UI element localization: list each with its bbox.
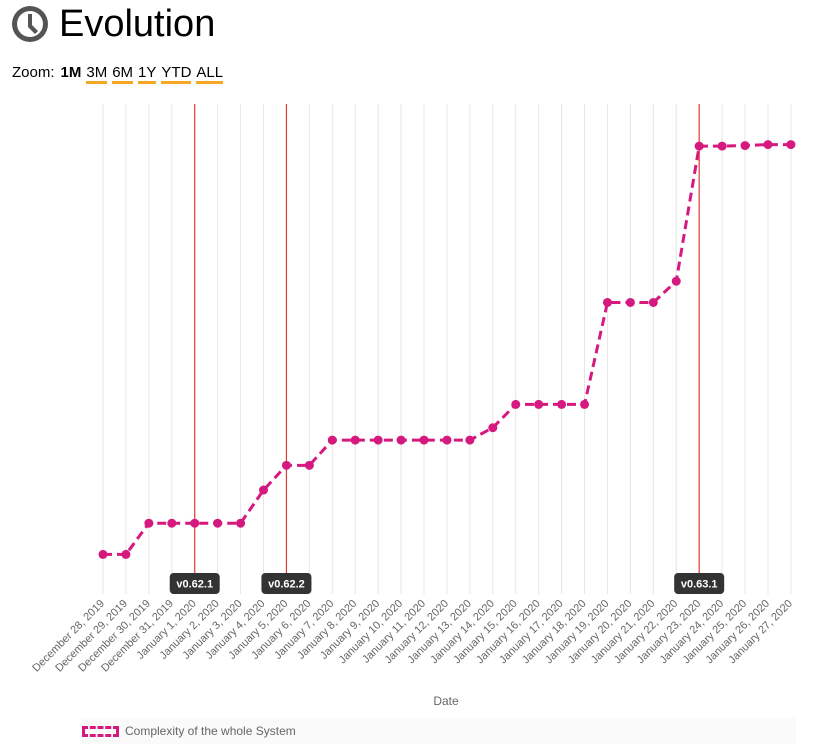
data-point bbox=[281, 460, 291, 470]
data-point bbox=[534, 399, 544, 409]
data-point bbox=[373, 435, 383, 445]
data-point bbox=[190, 518, 200, 528]
data-point bbox=[419, 435, 429, 445]
data-point bbox=[763, 140, 773, 150]
data-point bbox=[167, 518, 177, 528]
data-point bbox=[121, 549, 131, 559]
data-point bbox=[648, 297, 658, 307]
data-point bbox=[442, 435, 452, 445]
zoom-3m-button[interactable]: 3M bbox=[86, 64, 108, 84]
zoom-all-button[interactable]: ALL bbox=[196, 64, 224, 84]
data-point bbox=[327, 435, 337, 445]
release-label: v0.62.2 bbox=[268, 579, 305, 591]
clock-icon bbox=[12, 6, 48, 42]
data-point bbox=[694, 141, 704, 151]
data-point bbox=[488, 423, 498, 433]
release-label-box bbox=[674, 573, 725, 594]
data-point bbox=[98, 549, 108, 559]
data-point bbox=[625, 297, 635, 307]
zoom-controls: Zoom: 1M 3M 6M 1Y YTD ALL bbox=[12, 64, 228, 84]
data-point bbox=[671, 276, 681, 286]
data-point bbox=[511, 399, 521, 409]
zoom-6m-button[interactable]: 6M bbox=[112, 64, 134, 84]
data-point bbox=[350, 435, 360, 445]
data-point bbox=[236, 518, 246, 528]
release-label-box bbox=[261, 573, 312, 594]
data-point bbox=[396, 435, 406, 445]
data-point bbox=[465, 435, 475, 445]
release-label: v0.62.1 bbox=[176, 579, 213, 591]
release-label: v0.63.1 bbox=[681, 579, 718, 591]
legend-label: Complexity of the whole System bbox=[125, 724, 296, 738]
zoom-label: Zoom: bbox=[12, 64, 55, 81]
data-point bbox=[602, 297, 612, 307]
page-header: Evolution bbox=[12, 2, 215, 46]
chart-legend: Complexity of the whole System bbox=[82, 718, 796, 744]
legend-swatch[interactable] bbox=[82, 725, 119, 737]
data-point bbox=[259, 485, 269, 495]
zoom-1m-button[interactable]: 1M bbox=[60, 64, 82, 81]
release-label-box bbox=[169, 573, 220, 594]
x-axis-title: Date bbox=[433, 694, 459, 708]
data-point bbox=[144, 518, 154, 528]
data-point bbox=[213, 518, 223, 528]
data-point bbox=[557, 399, 567, 409]
data-point bbox=[580, 399, 590, 409]
page-title: Evolution bbox=[59, 3, 216, 45]
zoom-1y-button[interactable]: 1Y bbox=[138, 64, 157, 84]
data-point bbox=[740, 141, 750, 151]
data-point bbox=[304, 460, 314, 470]
zoom-ytd-button[interactable]: YTD bbox=[161, 64, 192, 84]
data-point bbox=[786, 140, 796, 150]
data-point bbox=[717, 141, 727, 151]
